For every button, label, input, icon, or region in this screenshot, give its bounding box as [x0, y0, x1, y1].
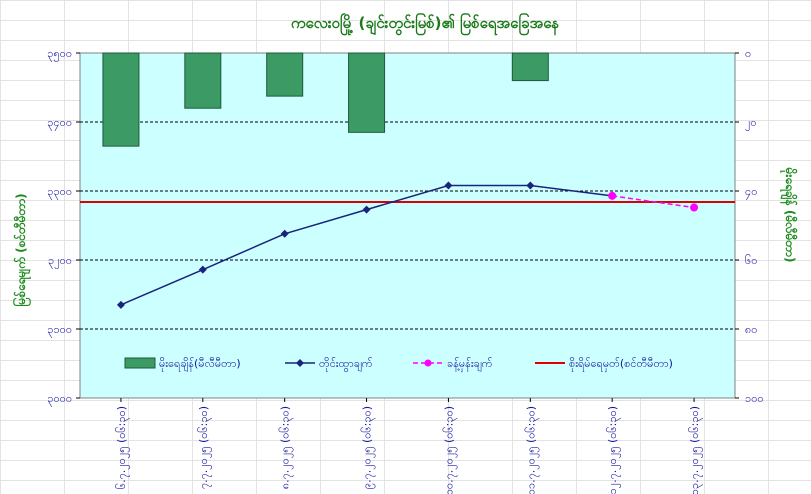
forecast-point — [608, 191, 617, 200]
observed-point — [444, 181, 453, 190]
right-tick-label: ၆၀ — [745, 254, 757, 267]
legend-label: ခန့်မှန်းချက် — [447, 357, 493, 372]
right-tick-label: ၁၀၀ — [745, 392, 764, 405]
x-tick-label: ၉.၇.၂၀၂၅ (၀၆:၃၀) — [361, 406, 376, 489]
observed-point — [526, 181, 535, 190]
legend-label: စိုးရိမ်ရေမှတ်(စင်တီမီတာ) — [569, 357, 673, 372]
left-tick-label: ၃၄၀၀ — [47, 116, 72, 131]
right-tick-label: ၈၀ — [745, 323, 757, 336]
left-tick-label: ၃၂၀၀ — [48, 254, 72, 269]
x-tick-label: ၆.၇.၂၀၂၅ (၀၆:၃၀) — [115, 406, 130, 489]
x-axis-ticks: ၆.၇.၂၀၂၅ (၀၆:၃၀) ၇.၇.၂၀၂၅ (၀၆:၃၀) ၈.၇.၂၀၂၅… — [115, 398, 703, 494]
chart-title: ကလေးဝမြို့ (ချင်းတွင်းမြစ်)၏ မြစ်ရေအခြေအ… — [291, 12, 560, 36]
x-tick-label: ၇.၇.၂၀၂၅ (၀၆:၃၀) — [197, 406, 212, 489]
rainfall-bar — [102, 52, 140, 147]
left-tick-label: ၃၅၀၀ — [47, 47, 72, 62]
legend-label: မိုးရေချိန်(မီလီမီတာ) — [159, 357, 241, 372]
left-tick-label: ၃၀၀၀ — [47, 392, 72, 407]
legend-swatch — [124, 357, 156, 369]
legend-item: တိုင်းထွာချက် — [285, 357, 373, 372]
observed-point — [116, 300, 125, 309]
rainfall-bars — [102, 52, 549, 147]
x-tick-label: ၈.၇.၂၀၂၅ (၀၆:၃၀) — [279, 406, 294, 489]
observed-point — [198, 265, 207, 274]
left-tick-label: ၃၁၀၀ — [47, 323, 72, 338]
right-tick-label: ၄၀ — [745, 185, 757, 200]
legend-item: မိုးရေချိန်(မီလီမီတာ) — [124, 357, 241, 372]
rainfall-bar — [266, 52, 304, 97]
left-tick-label: ၃၃၀၀ — [47, 185, 72, 200]
rainfall-bar — [184, 52, 222, 109]
x-tick-label: ၁၃.၇.၂၀၂၅ (၀၆:၃၀) — [688, 406, 703, 494]
right-tick-label: ၀ — [745, 47, 751, 60]
forecast-line — [612, 195, 695, 209]
right-axis-title: မိုးရေချိန် (မီလီမီတာ) — [779, 167, 799, 263]
left-axis-ticks: ၃၀၀၀ ၃၁၀၀ ၃၂၀၀ ၃၃၀၀ ၃၄၀၀ ၃၅၀၀ — [47, 47, 80, 407]
chart-legend: မိုးရေချိန်(မီလီမီတာ) တိုင်းထွာချက် ခန့်မှ… — [124, 357, 673, 372]
legend-item: ခန့်မှန်းချက် — [413, 357, 493, 372]
forecast-point — [690, 203, 699, 212]
plot-area — [79, 52, 736, 399]
x-tick-label: ၁၀.၇.၂၀၂၅ (၀၆:၃၀) — [442, 406, 457, 494]
observed-point — [280, 229, 289, 238]
gridlines — [80, 121, 735, 330]
level-markers — [116, 181, 699, 309]
right-tick-label: ၂၀ — [745, 116, 757, 131]
legend-label: တိုင်းထွာချက် — [319, 357, 373, 372]
legend-marker — [296, 359, 304, 367]
rainfall-bar — [348, 52, 386, 133]
rainfall-bar — [511, 52, 549, 82]
left-axis-title: မြစ်ရေမျက် (စင်တီမီတာ) — [11, 193, 32, 306]
x-tick-label: ၁၂.၇.၂၀၂၅ (၀၆:၃၀) — [606, 406, 621, 494]
legend-item: စိုးရိမ်ရေမှတ်(စင်တီမီတာ) — [535, 357, 673, 372]
observed-point — [362, 205, 371, 214]
x-tick-label: ၁၁.၇.၂၀၂၅ (၀၆:၃၀) — [524, 406, 539, 494]
legend-marker — [424, 359, 432, 367]
